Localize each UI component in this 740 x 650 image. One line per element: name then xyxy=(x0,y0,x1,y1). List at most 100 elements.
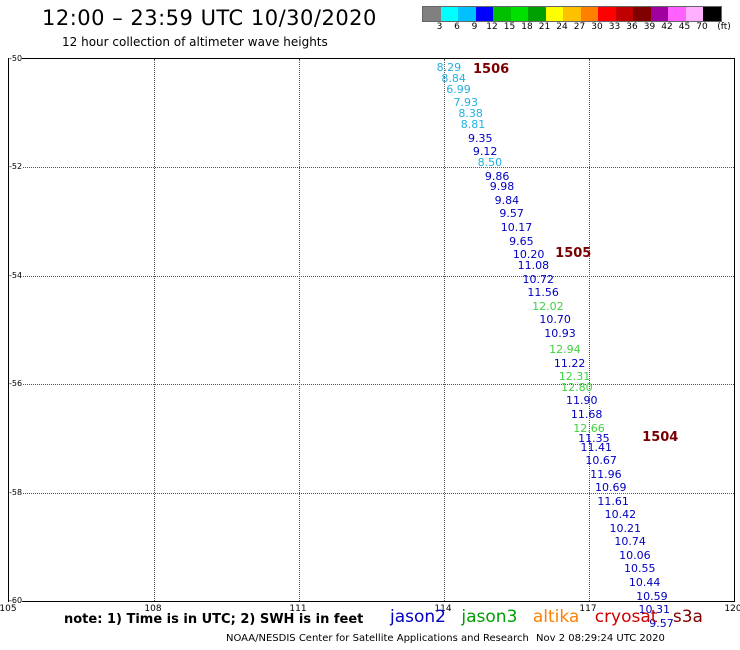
wave-height-value: 10.55 xyxy=(624,562,656,576)
credit-footer: NOAA/NESDIS Center for Satellite Applica… xyxy=(226,633,669,644)
legend-label: 36 xyxy=(626,22,638,32)
wave-height-value: 10.74 xyxy=(614,535,646,549)
y-tick-label: -56 xyxy=(9,379,23,389)
wave-height-value: 10.72 xyxy=(522,272,555,286)
x-tick-label: 114 xyxy=(434,604,452,614)
wave-height-value: 11.90 xyxy=(566,394,598,408)
legend-swatch xyxy=(650,7,668,21)
legend-label: 30 xyxy=(591,22,603,32)
wave-height-value: 10.93 xyxy=(544,326,576,340)
grid-line-horizontal xyxy=(9,384,734,386)
wave-height-value: 9.86 xyxy=(484,169,510,183)
legend-label: 45 xyxy=(678,22,691,32)
page-title: 12:00 – 23:59 UTC 10/30/2020 xyxy=(42,6,377,30)
wave-height-value: 9.12 xyxy=(472,145,498,159)
legend-swatch xyxy=(563,7,581,21)
legend-label: 24 xyxy=(556,22,568,32)
wave-height-value: 9.35 xyxy=(468,131,493,145)
wave-height-value: 9.57 xyxy=(649,616,674,630)
wave-height-value: 10.59 xyxy=(636,589,668,603)
credit-text: NOAA/NESDIS Center for Satellite Applica… xyxy=(226,633,529,644)
satellite-legend: jason2 jason3 altika cryosat s3a xyxy=(390,607,713,627)
x-tick-label: 111 xyxy=(289,604,307,614)
wave-height-value: 10.70 xyxy=(539,313,571,327)
wave-height-value: 8.84 xyxy=(441,71,466,85)
legend-label: 15 xyxy=(503,22,516,32)
legend-swatch xyxy=(668,7,686,21)
wave-height-value: 11.22 xyxy=(553,356,586,370)
grid-line-horizontal xyxy=(9,492,734,494)
grid-line-vertical xyxy=(299,59,300,601)
grid-line-vertical xyxy=(589,59,590,601)
wave-height-value: 10.21 xyxy=(609,521,642,535)
legend-label: 21 xyxy=(538,22,551,32)
grid-line-horizontal xyxy=(9,167,734,169)
legend-swatch xyxy=(598,7,616,21)
legend-label: 70 xyxy=(696,22,708,32)
wave-height-value: 10.42 xyxy=(604,508,637,522)
legend-swatch xyxy=(493,7,511,21)
wave-height-value: 9.98 xyxy=(489,180,515,194)
y-tick-label: -52 xyxy=(9,162,23,172)
legend-swatch xyxy=(703,7,721,21)
wave-height-value: 11.61 xyxy=(597,494,629,508)
wave-height-value: 8.81 xyxy=(460,118,486,132)
satellite-s3a: s3a xyxy=(672,607,703,627)
satellite-cryosat: cryosat xyxy=(594,607,658,627)
wave-height-value: 9.65 xyxy=(509,234,534,248)
footnote: note: 1) Time is in UTC; 2) SWH is in fe… xyxy=(64,612,364,627)
y-tick-label: -58 xyxy=(9,487,23,497)
legend-swatch xyxy=(633,7,651,21)
page-subtitle: 12 hour collection of altimeter wave hei… xyxy=(62,35,328,49)
wave-height-value: 12.94 xyxy=(549,342,581,356)
wave-height-value: 8.38 xyxy=(458,107,483,121)
wave-height-value: 10.06 xyxy=(619,548,651,562)
wave-height-value: 12.66 xyxy=(573,421,605,435)
wave-height-value: 11.68 xyxy=(570,408,603,421)
wave-height-value: 7.93 xyxy=(453,96,479,110)
y-tick-label: -54 xyxy=(9,270,23,280)
map-plot-area: -50 -52 -54 -56 -58 -60 8.29 8.84 6.99 7.93 8.38 8.… xyxy=(8,54,735,629)
grid-line-vertical xyxy=(444,59,445,601)
legend-swatch xyxy=(580,7,598,21)
wave-height-value: 11.41 xyxy=(580,440,613,454)
legend-swatch xyxy=(545,7,563,21)
legend-swatch xyxy=(615,7,633,21)
wave-height-value: 6.99 xyxy=(446,82,471,96)
wave-height-value: 11.08 xyxy=(517,258,550,272)
x-tick-label: 105 xyxy=(0,604,17,614)
legend-swatch xyxy=(510,7,528,21)
track-label: 1505 xyxy=(555,246,592,262)
legend-label: 18 xyxy=(521,22,533,32)
wave-height-value: 8.29 xyxy=(436,61,462,75)
legend-unit: (ft) xyxy=(717,22,731,32)
y-tick-label: -50 xyxy=(9,54,23,63)
wave-height-value: 10.44 xyxy=(628,576,661,590)
legend-label: 27 xyxy=(573,22,586,32)
x-tick-label: 120 xyxy=(724,604,740,614)
legend-swatch xyxy=(685,7,703,21)
legend-swatch xyxy=(458,7,476,21)
y-tick-label: -60 xyxy=(9,596,23,605)
grid-line-vertical xyxy=(154,59,155,601)
legend-swatch xyxy=(475,7,493,21)
x-tick-label: 108 xyxy=(144,604,162,614)
legend-label: 3 xyxy=(436,22,443,32)
satellite-altika: altika xyxy=(532,607,580,627)
wave-height-value: 9.57 xyxy=(499,207,524,221)
legend-label: 39 xyxy=(643,22,656,32)
wave-height-value: 11.56 xyxy=(527,286,559,300)
satellite-jason2: jason2 xyxy=(390,607,446,627)
wave-height-value: 12.02 xyxy=(532,299,564,313)
color-legend-bar xyxy=(422,6,722,22)
x-tick-label: 117 xyxy=(579,604,597,614)
wave-height-value: 8.50 xyxy=(477,155,503,169)
wave-height-value: 11.96 xyxy=(590,467,622,481)
legend-label: 12 xyxy=(486,22,498,32)
wave-height-value: 10.67 xyxy=(585,454,617,468)
wave-height-value: 12.80 xyxy=(561,380,593,394)
grid-line-horizontal xyxy=(9,275,734,277)
satellite-jason3: jason3 xyxy=(461,607,518,627)
wave-height-value: 10.20 xyxy=(512,248,545,262)
